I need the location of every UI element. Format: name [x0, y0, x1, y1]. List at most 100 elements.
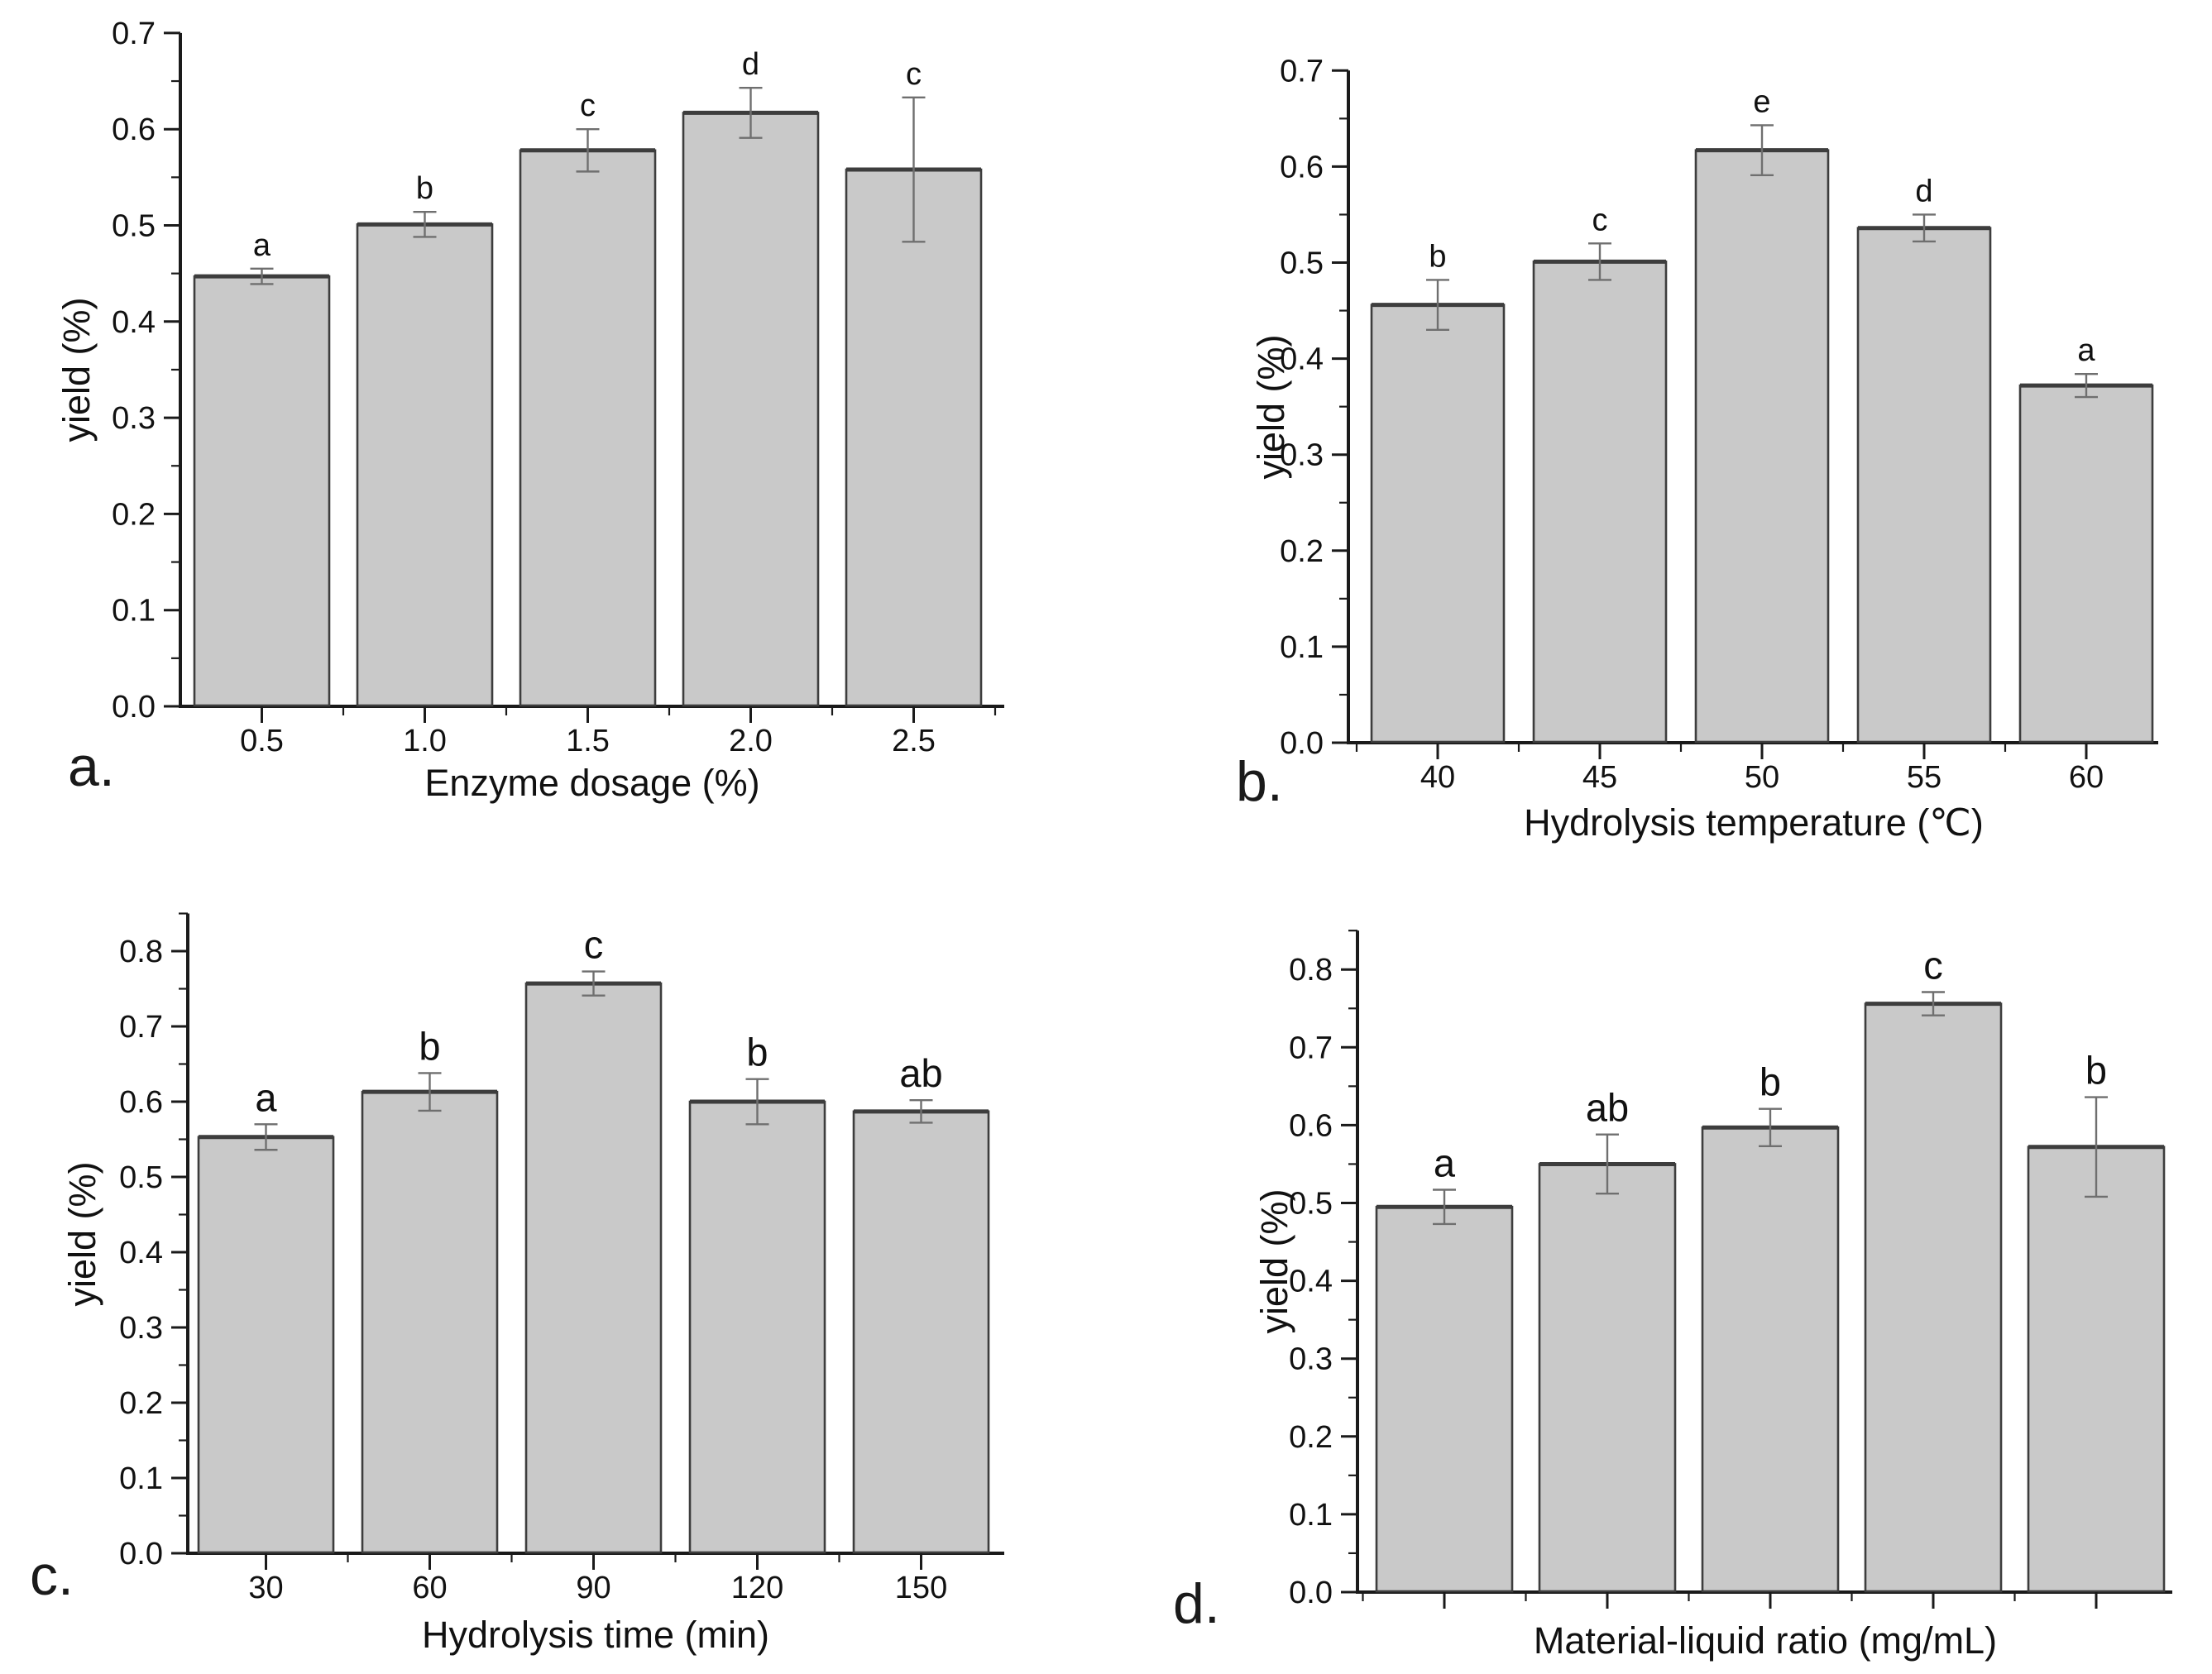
x-tick-label: 90 [576, 1571, 610, 1605]
significance-letter: c [906, 57, 922, 92]
y-tick-label: 0.2 [1280, 534, 1324, 569]
bar [1864, 1002, 2003, 1593]
x-tick-label: 50 [1745, 760, 1779, 795]
bar [688, 1100, 826, 1554]
bar [193, 275, 331, 707]
y-tick-label: 0.1 [1289, 1498, 1333, 1533]
y-tick-label: 0.5 [119, 1160, 163, 1195]
bar [524, 982, 663, 1554]
panel-a-x-axis-title: Enzyme dosage (%) [424, 762, 759, 804]
y-tick-label: 0.6 [1289, 1108, 1333, 1143]
bar [852, 1110, 990, 1554]
panel-b: 0.00.10.20.30.40.50.60.7b40c45e50d55a60 … [1236, 54, 2158, 844]
panel-a: 0.0 0.1 0.2 0.3 0.4 0.5 0.6 0.7 a 0.5 b 1.0 c 1.5 d 2.0… [55, 17, 1004, 804]
bar [197, 1136, 335, 1554]
y-tick-label: 0.3 [119, 1311, 163, 1346]
panel-a-y-axis-title: yield (%) [55, 297, 98, 442]
bar [845, 168, 983, 707]
significance-letter: ab [899, 1051, 942, 1095]
x-tick-label: 2.5 [892, 724, 936, 758]
y-tick-label: 0.7 [1280, 54, 1324, 88]
x-tick-label: 2.0 [729, 724, 773, 758]
panel-a-plot: 0.0 0.1 0.2 0.3 0.4 0.5 0.6 0.7 a 0.5 b 1.0 c 1.5 d 2.0… [112, 17, 1004, 758]
panel-c: 0.0 0.1 0.2 0.3 0.4 0.5 0.6 0.7 0.8 a 30 b 60 c 90 b 120… [30, 912, 1004, 1656]
significance-letter: d [1915, 174, 1932, 208]
y-tick-label: 0.1 [119, 1461, 163, 1496]
bar [356, 223, 494, 707]
significance-letter: b [419, 1024, 440, 1068]
y-tick-label: 0.4 [112, 305, 156, 340]
panel-a-letter: a. [68, 735, 115, 798]
y-tick-label: 0.2 [112, 497, 156, 532]
bar [1701, 1126, 1840, 1593]
panel-d-x-axis-title: Material-liquid ratio (mg/mL) [1534, 1619, 1997, 1662]
panel-c-letter: c. [30, 1544, 74, 1607]
significance-letter: e [1753, 84, 1770, 119]
y-tick-label: 0.6 [112, 112, 156, 147]
x-tick-label: 55 [1907, 760, 1941, 795]
y-tick-label: 0.0 [119, 1537, 163, 1571]
y-tick-label: 0.2 [119, 1386, 163, 1421]
significance-letter: a [255, 1075, 277, 1119]
bar [1532, 261, 1668, 744]
significance-letter: c [1923, 943, 1943, 987]
bar [1856, 227, 1992, 744]
panel-b-y-axis-title: yield (%) [1250, 334, 1292, 479]
bar [1538, 1163, 1677, 1593]
significance-letter: d [742, 47, 759, 82]
y-tick-label: 0.8 [1289, 953, 1333, 988]
panel-b-x-axis-title: Hydrolysis temperature (℃) [1524, 801, 1984, 844]
bar [2018, 384, 2154, 744]
significance-letter: b [416, 171, 433, 206]
significance-letter: a [2077, 333, 2095, 368]
y-tick-label: 0.3 [1280, 438, 1324, 473]
y-tick-label: 0.7 [119, 1010, 163, 1045]
y-tick-label: 0.3 [1289, 1342, 1333, 1377]
y-tick-label: 0.6 [1280, 150, 1324, 184]
y-tick-label: 0.1 [1280, 630, 1324, 665]
significance-letter: c [1592, 203, 1608, 237]
x-tick-label: 60 [2069, 760, 2104, 795]
panel-d-y-axis-title: yield (%) [1253, 1189, 1295, 1333]
panel-d: 0.0 0.1 0.2 0.3 0.4 0.5 0.6 0.7 0.8 a ab b c b yield … [1173, 930, 2172, 1662]
significance-letter: b [1760, 1060, 1781, 1104]
x-tick-label: 150 [895, 1571, 947, 1605]
x-tick-label: 40 [1420, 760, 1455, 795]
y-tick-label: 0.5 [112, 209, 156, 244]
panel-c-plot: 0.0 0.1 0.2 0.3 0.4 0.5 0.6 0.7 0.8 a 30 b 60 c 90 b 120… [119, 912, 1004, 1605]
bar [1375, 1205, 1514, 1593]
panel-b-letter: b. [1236, 750, 1283, 813]
bar [2027, 1145, 2166, 1593]
x-tick-label: 0.5 [240, 724, 284, 758]
y-tick-label: 0.6 [119, 1085, 163, 1120]
y-tick-label: 0.5 [1280, 246, 1324, 281]
panel-c-x-axis-title: Hydrolysis time (min) [422, 1614, 769, 1656]
significance-letter: b [746, 1031, 768, 1074]
panel-b-plot: 0.0 0.1 0.2 0.3 0.4 0.5 0.6 0.7 b 40 c 45 e 50 d 55 a 60 [1280, 54, 2158, 795]
bar [519, 149, 657, 707]
bar [361, 1090, 499, 1554]
y-tick-label: 0.5 [1289, 1187, 1333, 1222]
y-tick-label: 0.1 [112, 594, 156, 629]
x-tick-label: 1.0 [403, 724, 447, 758]
significance-letter: b [1429, 239, 1446, 274]
y-tick-label: 0.4 [1280, 342, 1324, 377]
x-tick-label: 30 [248, 1571, 283, 1605]
x-tick-label: 60 [412, 1571, 447, 1605]
y-tick-label: 0.7 [1289, 1031, 1333, 1065]
y-tick-label: 0.0 [1280, 726, 1324, 761]
bar [682, 112, 820, 707]
y-tick-label: 0.0 [1289, 1576, 1333, 1610]
bar [1370, 304, 1506, 744]
significance-letter: b [2085, 1049, 2107, 1093]
y-tick-label: 0.8 [119, 935, 163, 969]
y-tick-label: 0.4 [119, 1236, 163, 1270]
y-tick-label: 0.2 [1289, 1420, 1333, 1455]
significance-letter: a [253, 228, 271, 263]
y-tick-label: 0.3 [112, 401, 156, 436]
y-tick-label: 0.4 [1289, 1265, 1333, 1299]
bar [1694, 149, 1830, 744]
significance-letter: a [1434, 1141, 1456, 1185]
x-tick-label: 1.5 [566, 724, 610, 758]
